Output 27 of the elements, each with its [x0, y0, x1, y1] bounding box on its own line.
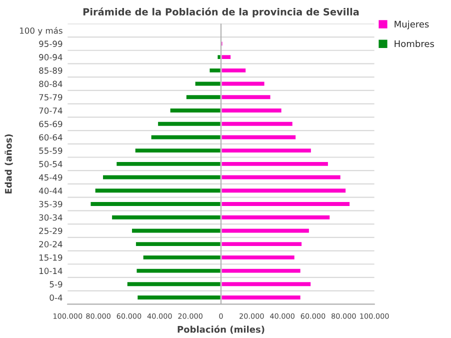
- y-tick-label: 5-9: [50, 281, 62, 288]
- y-tick-label: 60-64: [39, 134, 62, 140]
- x-axis-title: Población (miles): [178, 325, 264, 334]
- y-tick-label: 15-19: [39, 254, 62, 261]
- legend-label: Hombres: [394, 40, 434, 48]
- y-tick-label: 55-59: [39, 148, 62, 154]
- y-tick-label: 35-39: [39, 200, 62, 208]
- y-tick-label: 10-14: [39, 268, 62, 274]
- y-tick-label: 85-89: [39, 67, 62, 74]
- chart-title: Pirámide de la Población de la provincia de Sevilla: [83, 8, 359, 18]
- y-tick-label: 80-84: [39, 80, 62, 88]
- y-tick-label: 20-24: [39, 241, 62, 248]
- y-axis-title: Edad (años): [4, 134, 13, 194]
- bar: [220, 54, 232, 60]
- y-tick-label: 95-99: [39, 40, 62, 47]
- y-tick-label: 25-29: [39, 228, 62, 234]
- legend-label: Mujeres: [394, 20, 429, 30]
- y-tick-label: 70-74: [39, 107, 62, 114]
- y-tick-label: 65-69: [39, 120, 62, 128]
- y-tick-label: 30-34: [39, 214, 62, 221]
- y-tick-label: 0-4: [50, 294, 62, 301]
- y-tick-label: 75-79: [39, 94, 62, 100]
- y-tick-label: 90-94: [39, 54, 62, 60]
- y-tick-label: 40-44: [38, 188, 62, 194]
- y-tick-label: 50-54: [39, 160, 62, 168]
- y-tick-label: 100 y más: [20, 27, 62, 36]
- y-tick-label: 45-49: [38, 174, 62, 181]
